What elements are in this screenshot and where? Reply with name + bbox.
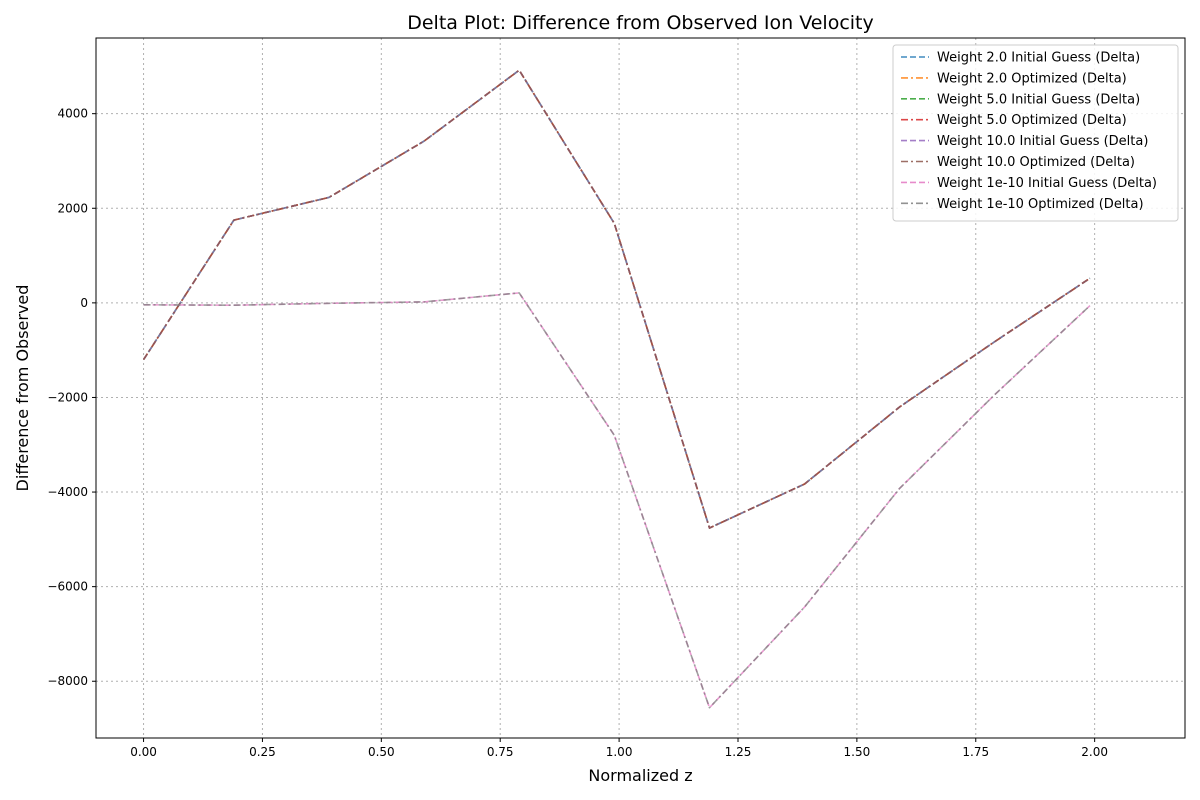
x-tick-label: 1.00 bbox=[606, 745, 633, 759]
legend-label: Weight 10.0 Optimized (Delta) bbox=[937, 155, 1135, 170]
y-tick-label: −4000 bbox=[47, 485, 88, 499]
y-tick-label: −6000 bbox=[47, 580, 88, 594]
legend-label: Weight 5.0 Initial Guess (Delta) bbox=[937, 92, 1140, 107]
x-axis-ticks: 0.00 0.25 0.50 0.75 1.00 1.25 1.50 1.75 2.00 bbox=[130, 738, 1108, 759]
y-axis-ticks: −8000 −6000 −4000 −2000 0 2000 4000 bbox=[47, 107, 96, 688]
x-tick-label: 0.00 bbox=[130, 745, 157, 759]
legend: Weight 2.0 Initial Guess (Delta) Weight 2… bbox=[892, 44, 1179, 222]
y-tick-label: 0 bbox=[80, 296, 88, 310]
series-line-6 bbox=[142, 69, 1091, 529]
series-lines bbox=[142, 69, 1091, 709]
chart-title: Delta Plot: Difference from Observed Ion… bbox=[407, 12, 874, 34]
x-axis-label: Normalized z bbox=[588, 766, 692, 785]
legend-label: Weight 1e-10 Optimized (Delta) bbox=[937, 197, 1144, 212]
y-tick-label: −2000 bbox=[47, 390, 88, 404]
x-tick-label: 0.25 bbox=[249, 745, 276, 759]
legend-label: Weight 2.0 Optimized (Delta) bbox=[937, 71, 1127, 86]
legend-label: Weight 2.0 Initial Guess (Delta) bbox=[937, 51, 1140, 66]
legend-box bbox=[892, 44, 1179, 222]
series-line-8 bbox=[143, 292, 1091, 709]
legend-label: Weight 1e-10 Initial Guess (Delta) bbox=[937, 176, 1157, 191]
y-tick-label: −8000 bbox=[47, 674, 88, 688]
y-tick-label: 4000 bbox=[57, 107, 88, 121]
y-tick-label: 2000 bbox=[57, 201, 88, 215]
y-axis-label: Difference from Observed bbox=[13, 285, 32, 492]
x-tick-label: 1.50 bbox=[844, 745, 871, 759]
x-tick-label: 0.75 bbox=[487, 745, 514, 759]
legend-label: Weight 10.0 Initial Guess (Delta) bbox=[937, 134, 1148, 149]
x-tick-label: 1.25 bbox=[725, 745, 752, 759]
x-tick-label: 0.50 bbox=[368, 745, 395, 759]
x-tick-label: 2.00 bbox=[1081, 745, 1108, 759]
plot-frame bbox=[95, 37, 1186, 739]
x-tick-label: 1.75 bbox=[962, 745, 989, 759]
legend-label: Weight 5.0 Optimized (Delta) bbox=[937, 113, 1127, 128]
